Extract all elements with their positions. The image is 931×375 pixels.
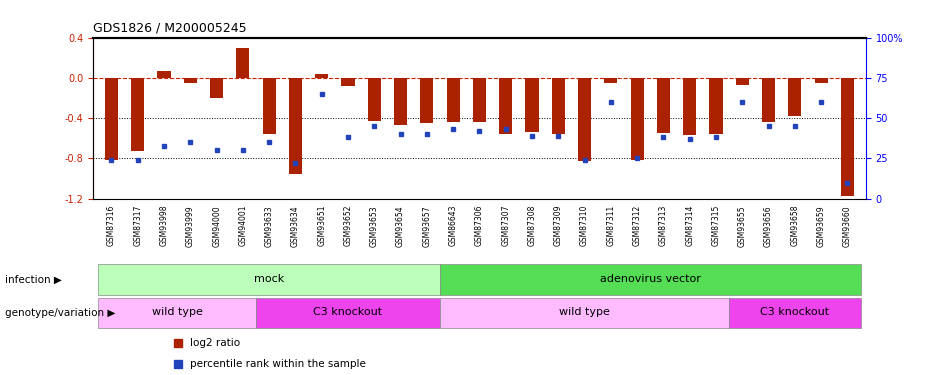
Bar bbox=[236, 48, 250, 78]
Bar bbox=[256, 298, 440, 328]
Text: C3 knockout: C3 knockout bbox=[314, 308, 383, 318]
Text: wild type: wild type bbox=[152, 308, 203, 318]
Bar bbox=[420, 78, 434, 123]
Bar bbox=[815, 78, 828, 83]
Bar bbox=[131, 78, 144, 152]
Bar bbox=[473, 78, 486, 122]
Bar bbox=[499, 78, 512, 134]
Bar bbox=[604, 78, 617, 83]
Bar bbox=[525, 78, 539, 132]
Bar bbox=[368, 78, 381, 121]
Bar bbox=[735, 78, 749, 85]
Bar bbox=[316, 74, 329, 78]
Bar bbox=[630, 78, 643, 160]
Bar bbox=[99, 264, 440, 295]
Text: mock: mock bbox=[254, 274, 284, 284]
Bar bbox=[105, 78, 118, 160]
Text: GDS1826 / M200005245: GDS1826 / M200005245 bbox=[93, 22, 247, 35]
Bar bbox=[157, 71, 170, 78]
Bar bbox=[552, 78, 565, 134]
Bar bbox=[440, 298, 729, 328]
Bar bbox=[394, 78, 407, 125]
Bar bbox=[342, 78, 355, 86]
Bar bbox=[447, 78, 460, 122]
Bar bbox=[99, 298, 256, 328]
Text: log2 ratio: log2 ratio bbox=[190, 338, 240, 348]
Bar bbox=[762, 78, 776, 122]
Bar bbox=[578, 78, 591, 162]
Bar bbox=[709, 78, 722, 134]
Bar bbox=[657, 78, 670, 133]
Bar bbox=[841, 78, 854, 196]
Bar bbox=[440, 264, 860, 295]
Bar bbox=[789, 78, 802, 116]
Bar bbox=[263, 78, 276, 134]
Text: genotype/variation ▶: genotype/variation ▶ bbox=[5, 308, 115, 318]
Text: C3 knockout: C3 knockout bbox=[761, 308, 830, 318]
Bar bbox=[289, 78, 302, 174]
Bar bbox=[183, 78, 197, 83]
Text: wild type: wild type bbox=[560, 308, 610, 318]
Text: infection ▶: infection ▶ bbox=[5, 274, 61, 284]
Bar bbox=[729, 298, 860, 328]
Bar bbox=[683, 78, 696, 135]
Text: adenovirus vector: adenovirus vector bbox=[600, 274, 701, 284]
Text: percentile rank within the sample: percentile rank within the sample bbox=[190, 359, 366, 369]
Bar bbox=[210, 78, 223, 98]
